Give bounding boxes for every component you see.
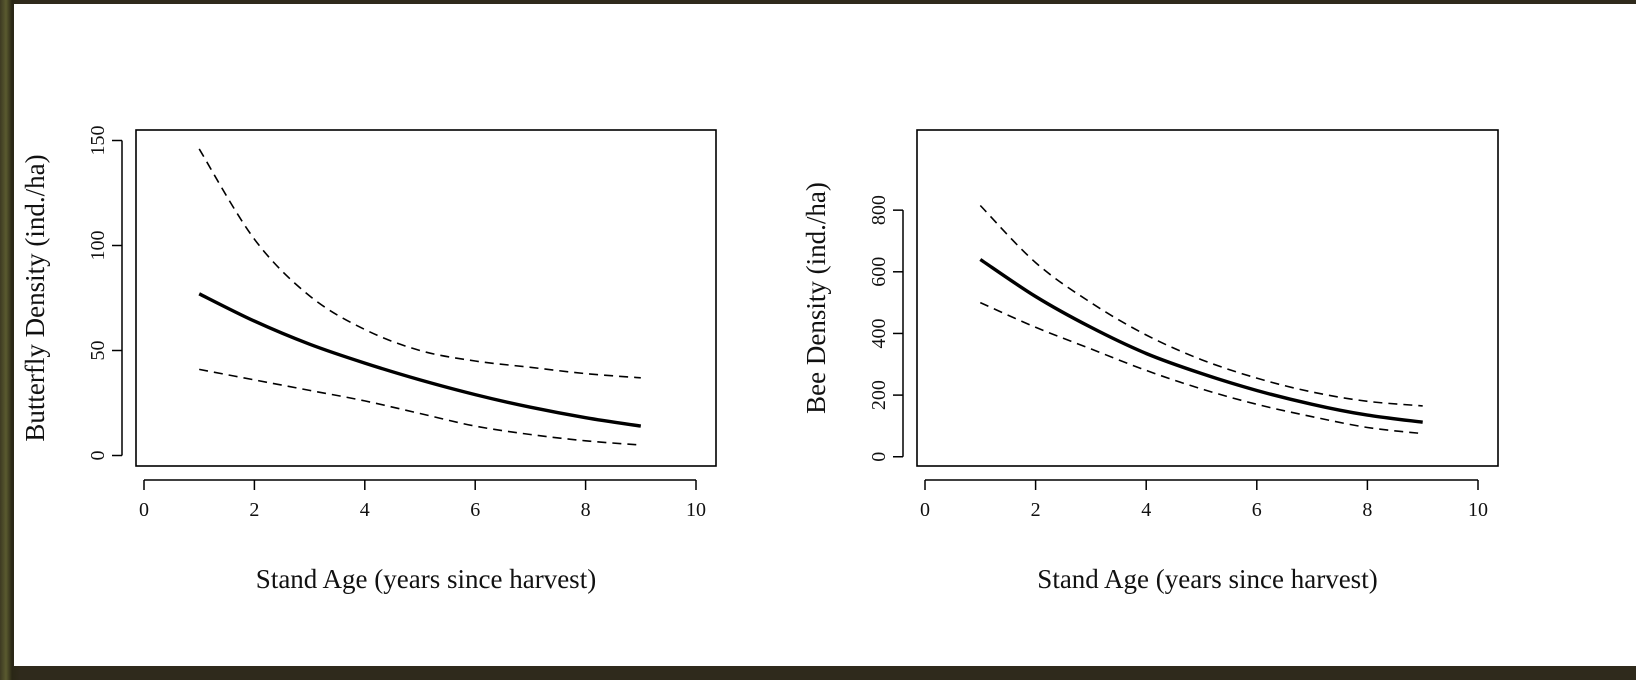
bee-y-axis-label: Bee Density (ind./ha): [801, 182, 831, 414]
butterfly-x-tick-label: 2: [249, 499, 259, 521]
bee-x-axis-label: Stand Age (years since harvest): [1037, 564, 1377, 594]
bee-x-tick-label: 10: [1468, 499, 1488, 521]
butterfly-x-tick-label: 0: [139, 499, 149, 521]
bee-y-tick-label: 200: [868, 380, 890, 410]
bee-x-tick-label: 8: [1362, 499, 1372, 521]
butterfly-y-tick-label: 50: [87, 341, 109, 361]
butterfly-y-tick-label: 100: [87, 231, 109, 261]
butterfly-x-axis-label: Stand Age (years since harvest): [256, 564, 596, 594]
figure-panel: 0 2 4 6 8 10 0 50 100 150 Stand Age (years since h…: [14, 4, 1636, 666]
butterfly-y-tick-label: 150: [87, 126, 109, 156]
bee-fitted-line: [979, 258, 1423, 424]
butterfly-x-tick-label: 10: [686, 499, 706, 521]
butterfly-lower-ci-line: [199, 368, 641, 446]
bee-upper-ci-line: [979, 204, 1423, 407]
butterfly-plot-frame: [135, 129, 717, 467]
butterfly-x-tick-label: 6: [470, 499, 480, 521]
bee-y-tick-label: 400: [868, 318, 890, 348]
butterfly-y-tick-label: 0: [87, 451, 109, 461]
bee-y-tick-label: 600: [868, 257, 890, 287]
butterfly-x-tick-label: 8: [581, 499, 591, 521]
bee-lower-ci-line: [979, 301, 1423, 435]
bee-x-tick-label: 6: [1252, 499, 1262, 521]
bee-y-tick-label: 0: [868, 452, 890, 462]
butterfly-upper-ci-line: [198, 148, 641, 379]
bee-x-tick-label: 2: [1031, 499, 1041, 521]
butterfly-x-tick-label: 4: [360, 499, 370, 521]
bee-plot-frame: [916, 129, 1499, 467]
butterfly-fitted-line: [198, 292, 642, 428]
butterfly-y-axis-label: Butterfly Density (ind./ha): [20, 154, 50, 441]
bee-x-tick-label: 4: [1141, 499, 1151, 521]
bee-x-tick-label: 0: [920, 499, 930, 521]
bee-y-tick-label: 800: [868, 195, 890, 225]
